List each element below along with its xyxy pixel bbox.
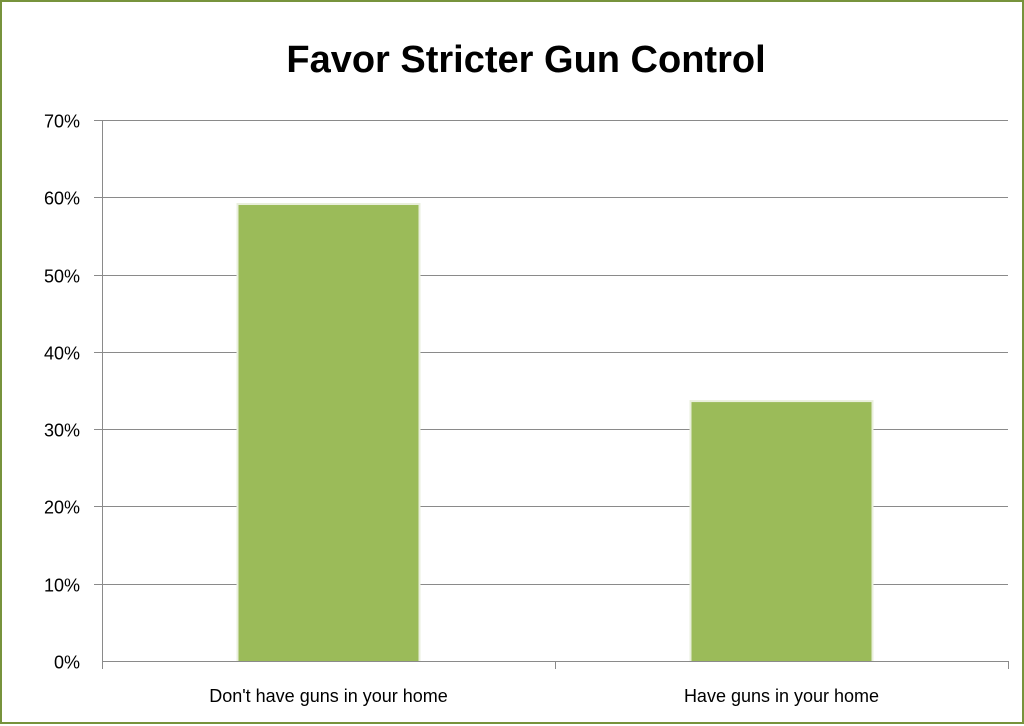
y-axis-ticks: 0% 10% 20% 30% 40% 50% 60% 70% xyxy=(44,112,80,673)
x-category-label: Don't have guns in your home xyxy=(209,686,448,706)
chart-title: Favor Stricter Gun Control xyxy=(286,39,765,81)
bars xyxy=(236,203,874,661)
y-tick-label: 0% xyxy=(54,653,80,673)
x-category-label: Have guns in your home xyxy=(684,686,879,706)
y-tick-label: 50% xyxy=(44,267,80,287)
y-tick-label: 70% xyxy=(44,112,80,132)
y-tick-label: 30% xyxy=(44,421,80,441)
y-tick-label: 60% xyxy=(44,189,80,209)
bar xyxy=(238,205,419,661)
bar xyxy=(691,402,872,661)
y-tick-label: 20% xyxy=(44,498,80,518)
y-tick-label: 40% xyxy=(44,344,80,364)
y-tick-label: 10% xyxy=(44,576,80,596)
x-axis xyxy=(102,661,1009,669)
x-axis-labels: Don't have guns in your home Have guns in… xyxy=(209,686,879,706)
